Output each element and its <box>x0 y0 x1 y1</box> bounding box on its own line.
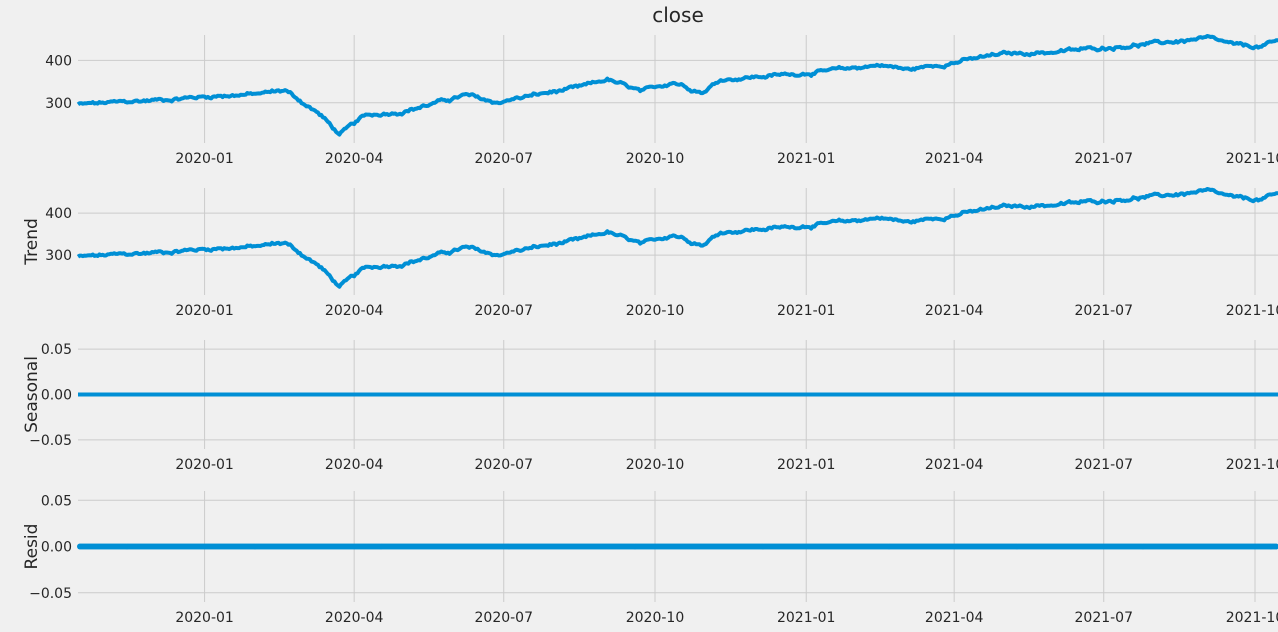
series-line-trend <box>78 189 1278 287</box>
y-tick-label: −0.05 <box>29 586 72 602</box>
panel-seasonal: 2020-01 2020-04 2020-07 2020-10 2021-01 2021-… <box>22 340 1278 473</box>
x-tick-label: 2020-01 <box>175 151 234 167</box>
x-tick-label: 2020-07 <box>475 303 534 319</box>
x-tick-label: 2021-10 <box>1226 610 1278 626</box>
panel-close: 2020-01 2020-04 2020-07 2020-10 2021-01 2021-… <box>45 3 1278 167</box>
y-tick-label: 400 <box>45 53 72 69</box>
y-axis-label: Trend <box>22 218 42 266</box>
y-axis-label: Seasonal <box>22 356 42 433</box>
x-tick-label: 2020-04 <box>325 457 384 473</box>
x-tick-label: 2021-04 <box>925 610 984 626</box>
x-tick-label: 2021-07 <box>1075 610 1134 626</box>
x-tick-label: 2020-07 <box>475 151 534 167</box>
chart-title: close <box>652 3 704 27</box>
x-tick-label: 2020-04 <box>325 151 384 167</box>
resid-points <box>77 544 1278 550</box>
x-tick-label: 2021-04 <box>925 303 984 319</box>
x-tick-label: 2021-07 <box>1075 457 1134 473</box>
x-tick-label: 2021-10 <box>1226 151 1278 167</box>
x-tick-label: 2020-07 <box>475 610 534 626</box>
y-tick-label: 0.00 <box>41 388 72 404</box>
x-tick-label: 2021-07 <box>1075 303 1134 319</box>
y-axis-label: Resid <box>22 524 42 570</box>
x-tick-label: 2021-01 <box>777 151 836 167</box>
y-tick-label: 0.05 <box>41 342 72 358</box>
x-tick-label: 2021-07 <box>1075 151 1134 167</box>
x-tick-label: 2021-04 <box>925 151 984 167</box>
x-tick-label: 2020-10 <box>626 303 685 319</box>
x-tick-label: 2020-10 <box>626 610 685 626</box>
y-tick-label: 0.05 <box>41 493 72 509</box>
x-tick-label: 2020-01 <box>175 457 234 473</box>
x-tick-label: 2021-01 <box>777 610 836 626</box>
x-tick-label: 2021-01 <box>777 303 836 319</box>
y-tick-label: 400 <box>45 206 72 222</box>
panel-resid: 2020-01 2020-04 2020-07 2020-10 2021-01 2021-… <box>22 491 1278 626</box>
x-tick-label: 2020-04 <box>325 610 384 626</box>
y-tick-label: 0.00 <box>41 540 72 556</box>
x-tick-label: 2020-01 <box>175 303 234 319</box>
x-tick-label: 2020-07 <box>475 457 534 473</box>
panel-trend: 2020-01 2020-04 2020-07 2020-10 2021-01 2021-… <box>22 188 1278 319</box>
x-tick-label: 2021-10 <box>1226 303 1278 319</box>
y-tick-label: 300 <box>45 248 72 264</box>
x-tick-label: 2021-04 <box>925 457 984 473</box>
y-tick-label: −0.05 <box>29 433 72 449</box>
y-tick-label: 300 <box>45 96 72 112</box>
series-line-close <box>78 36 1278 135</box>
x-tick-label: 2020-10 <box>626 457 685 473</box>
x-tick-label: 2021-10 <box>1226 457 1278 473</box>
x-tick-label: 2020-01 <box>175 610 234 626</box>
x-tick-label: 2020-10 <box>626 151 685 167</box>
x-tick-label: 2020-04 <box>325 303 384 319</box>
x-tick-label: 2021-01 <box>777 457 836 473</box>
